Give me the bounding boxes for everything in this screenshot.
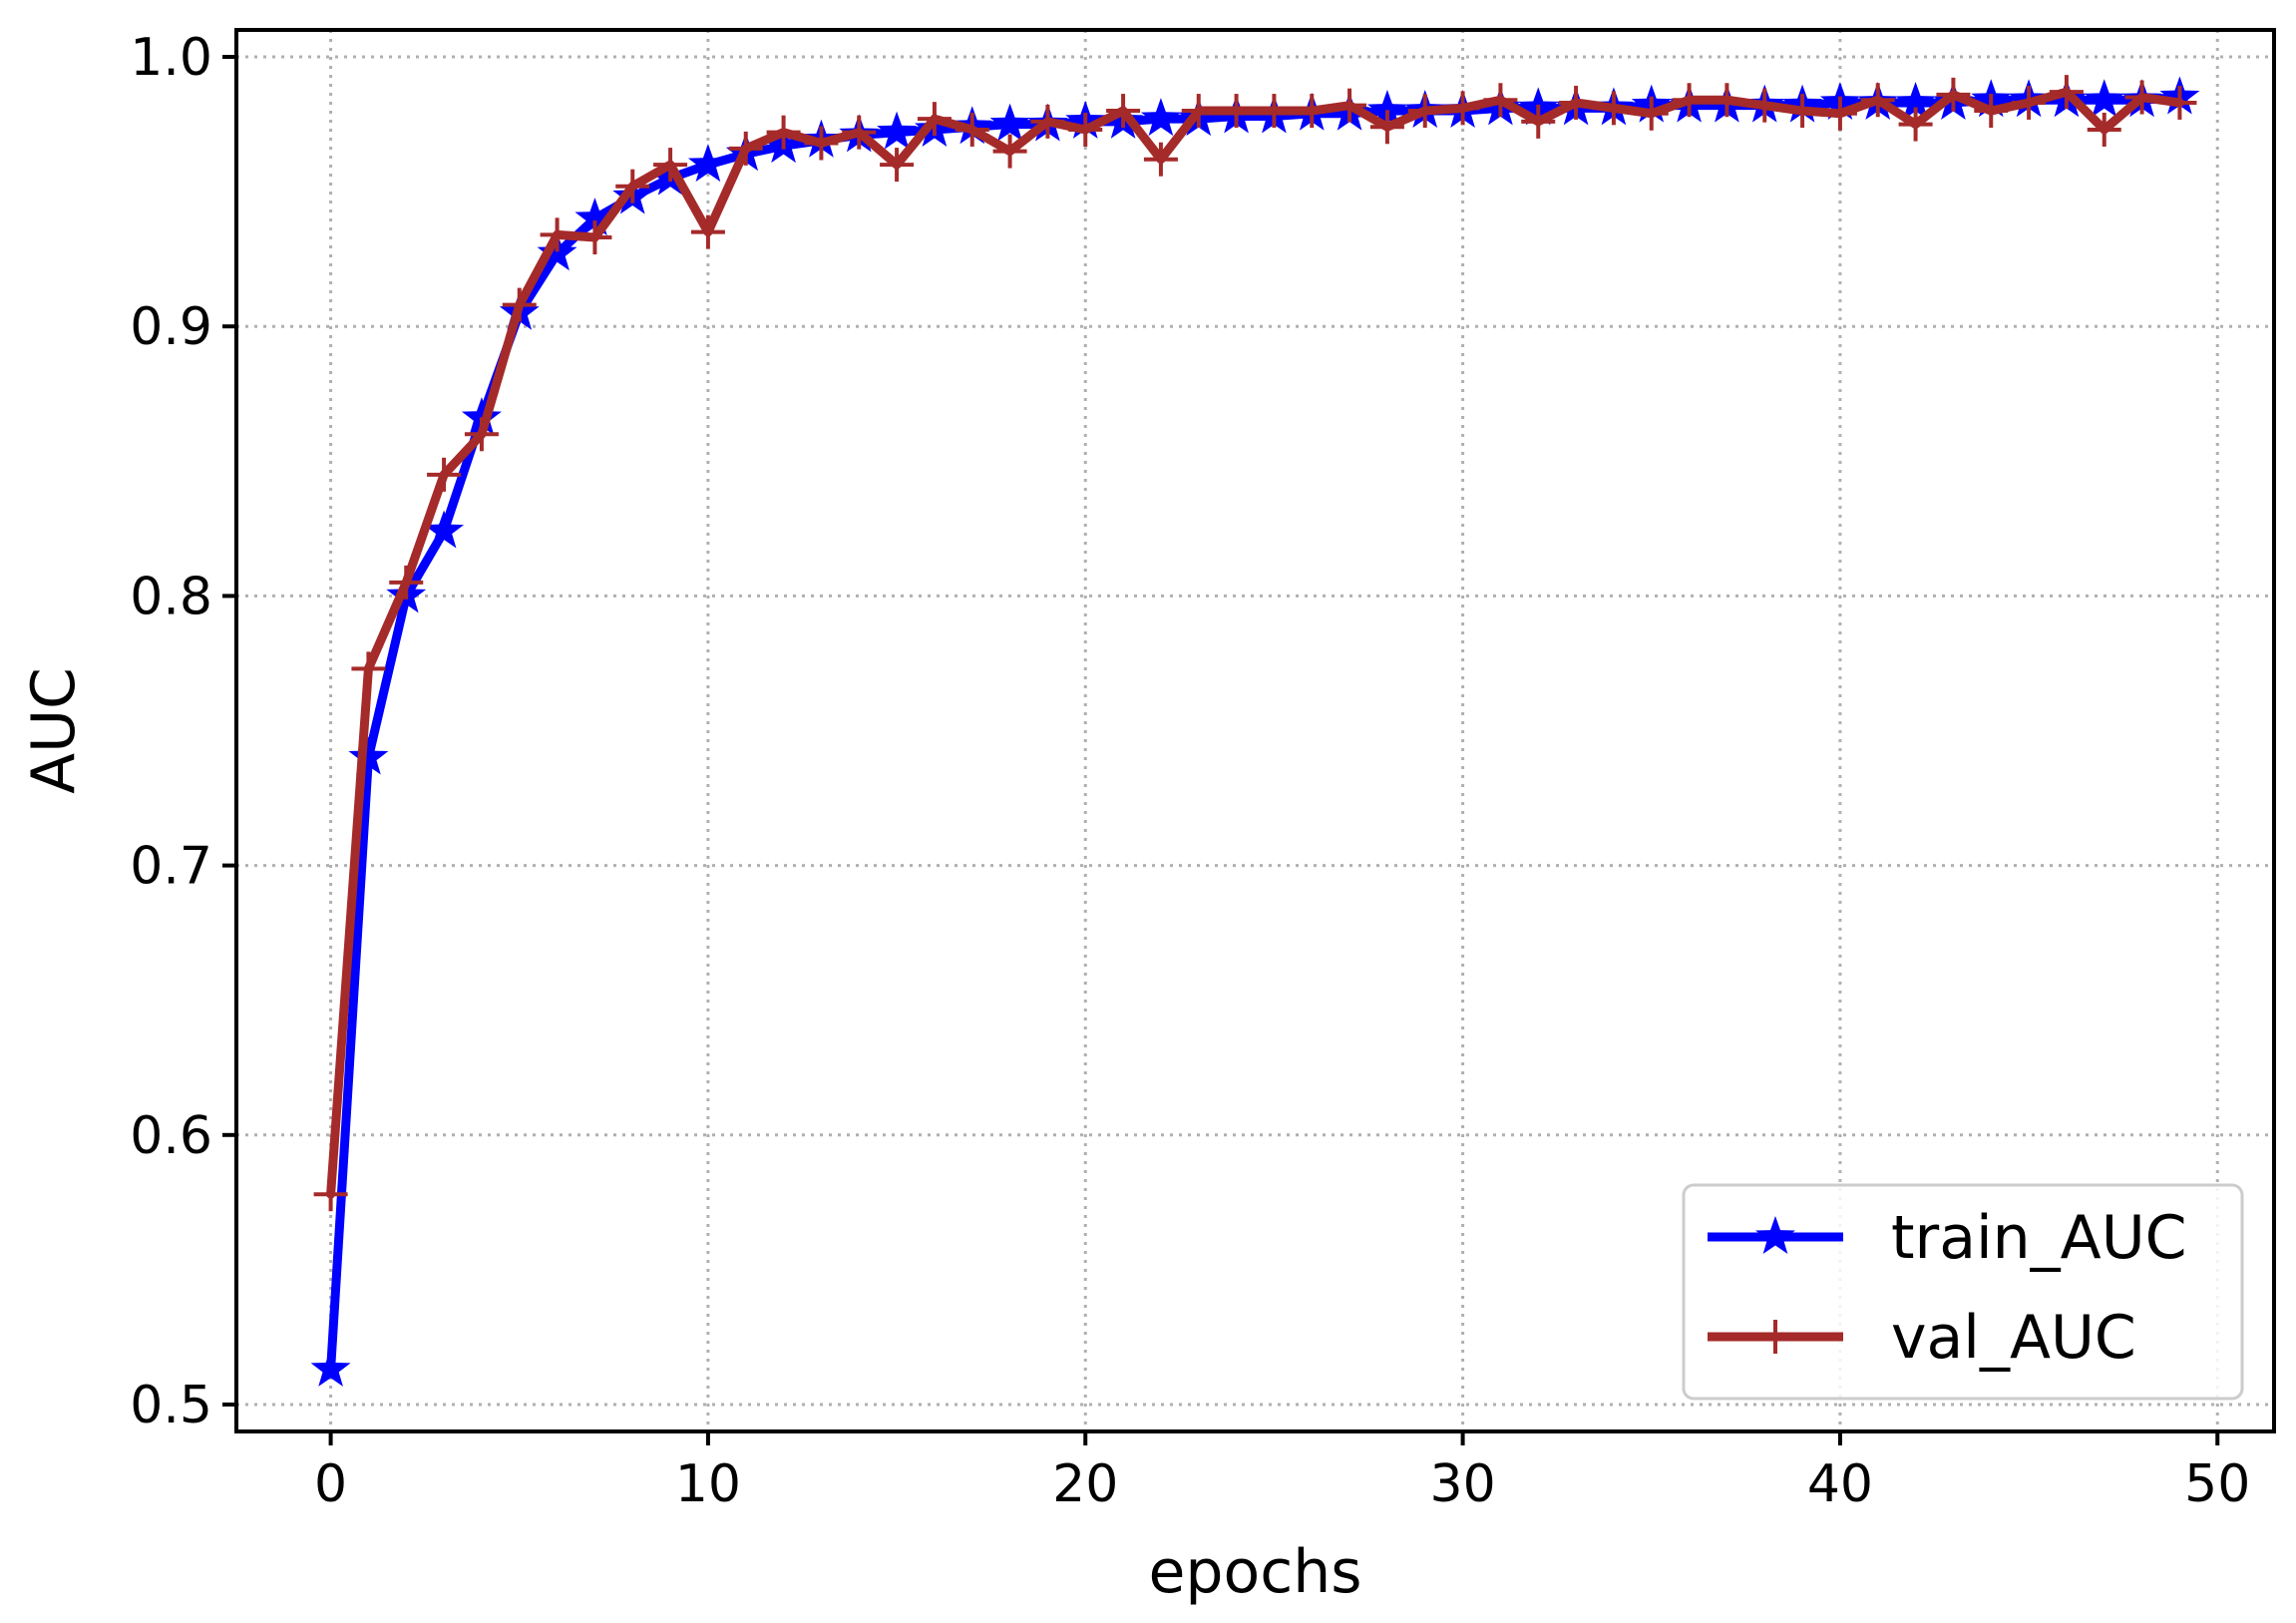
y-tick-label: 0.8 xyxy=(130,567,212,626)
x-tick-label: 20 xyxy=(1052,1454,1118,1514)
series-line-train_AUC xyxy=(326,93,2184,1375)
data-point xyxy=(1445,91,1480,126)
data-point xyxy=(804,126,839,161)
data-point xyxy=(577,220,612,255)
y-tick-label: 0.7 xyxy=(130,837,212,897)
data-point xyxy=(728,131,763,166)
data-point xyxy=(1407,94,1442,129)
data-point xyxy=(1785,94,1820,129)
data-point xyxy=(1366,90,1407,129)
data-point xyxy=(351,651,386,686)
data-point xyxy=(1106,94,1141,129)
legend: train_AUC val_AUC xyxy=(1682,1183,2244,1401)
legend-item-val-auc: val_AUC xyxy=(1708,1303,2136,1373)
x-tick-label: 10 xyxy=(675,1454,741,1514)
grid xyxy=(236,30,2274,1431)
data-point xyxy=(1521,104,1556,139)
legend-label-train-auc: train_AUC xyxy=(1891,1203,2187,1273)
axis-ticks: 0 10 20 30 40 50 0.5 0.6 0.7 0.8 0.9 1.0 xyxy=(130,28,2250,1514)
data-point xyxy=(1483,83,1518,118)
data-point xyxy=(2162,85,2197,120)
data-point xyxy=(1895,81,1936,120)
plot-frame xyxy=(234,28,2276,1433)
data-point xyxy=(574,198,615,236)
data-point xyxy=(1030,104,1065,139)
x-tick-label: 50 xyxy=(2184,1454,2250,1514)
data-point xyxy=(1634,96,1669,131)
data-point xyxy=(427,457,462,492)
y-tick-label: 0.9 xyxy=(130,297,212,357)
data-point xyxy=(1140,98,1181,137)
y-tick-label: 1.0 xyxy=(130,28,212,88)
legend-label-val-auc: val_AUC xyxy=(1891,1303,2136,1373)
data-point xyxy=(424,510,465,549)
data-point xyxy=(1747,88,1782,123)
data-point xyxy=(461,397,502,436)
data-point xyxy=(502,287,537,322)
data-point xyxy=(880,148,915,183)
legend-marker-train-auc xyxy=(1755,1216,1795,1254)
data-point xyxy=(348,736,389,775)
data-point xyxy=(2087,112,2121,147)
data-point xyxy=(1219,94,1254,129)
series-layer xyxy=(310,75,2200,1387)
data-point xyxy=(1898,107,1933,142)
data-point xyxy=(1672,83,1707,118)
data-point xyxy=(989,103,1030,142)
data-point xyxy=(310,1348,351,1387)
legend-item-train-auc: train_AUC xyxy=(1708,1203,2187,1273)
x-tick-label: 30 xyxy=(1429,1454,1495,1514)
data-point xyxy=(1559,85,1594,120)
data-point xyxy=(1181,94,1216,129)
data-point xyxy=(917,102,952,137)
data-point xyxy=(690,214,725,249)
data-point xyxy=(1068,112,1103,147)
x-axis-label: epochs xyxy=(1149,1537,1362,1607)
series-line-val_AUC xyxy=(326,87,2184,1199)
data-point xyxy=(313,1177,348,1212)
x-tick-label: 40 xyxy=(1807,1454,1873,1514)
data-point xyxy=(842,115,877,150)
data-point xyxy=(687,144,728,183)
data-point xyxy=(1295,94,1330,129)
data-point xyxy=(2124,80,2159,115)
y-axis-label: AUC xyxy=(19,667,89,794)
data-point xyxy=(1596,91,1631,126)
data-point xyxy=(1257,94,1292,129)
data-point xyxy=(2012,85,2047,120)
data-point xyxy=(1369,110,1404,145)
y-tick-label: 0.6 xyxy=(130,1106,212,1166)
data-point xyxy=(1860,83,1895,118)
y-tick-label: 0.5 xyxy=(130,1376,212,1435)
data-point xyxy=(877,111,918,150)
data-point xyxy=(653,148,688,183)
data-point xyxy=(1333,88,1367,123)
data-point xyxy=(1710,83,1744,118)
data-point xyxy=(615,169,650,203)
data-point xyxy=(389,565,424,600)
data-point xyxy=(1143,142,1178,177)
data-point xyxy=(766,115,801,150)
data-point xyxy=(1974,94,2009,129)
data-point xyxy=(2084,79,2124,118)
data-point xyxy=(955,112,989,147)
data-point xyxy=(2049,75,2084,110)
data-point xyxy=(1822,96,1857,131)
data-point xyxy=(1936,77,1971,112)
data-point xyxy=(540,217,574,252)
legend-marker-val-auc xyxy=(1758,1320,1792,1354)
data-point xyxy=(992,134,1027,169)
x-tick-label: 0 xyxy=(314,1454,347,1514)
data-point xyxy=(464,417,499,452)
series-val_AUC xyxy=(313,75,2197,1212)
